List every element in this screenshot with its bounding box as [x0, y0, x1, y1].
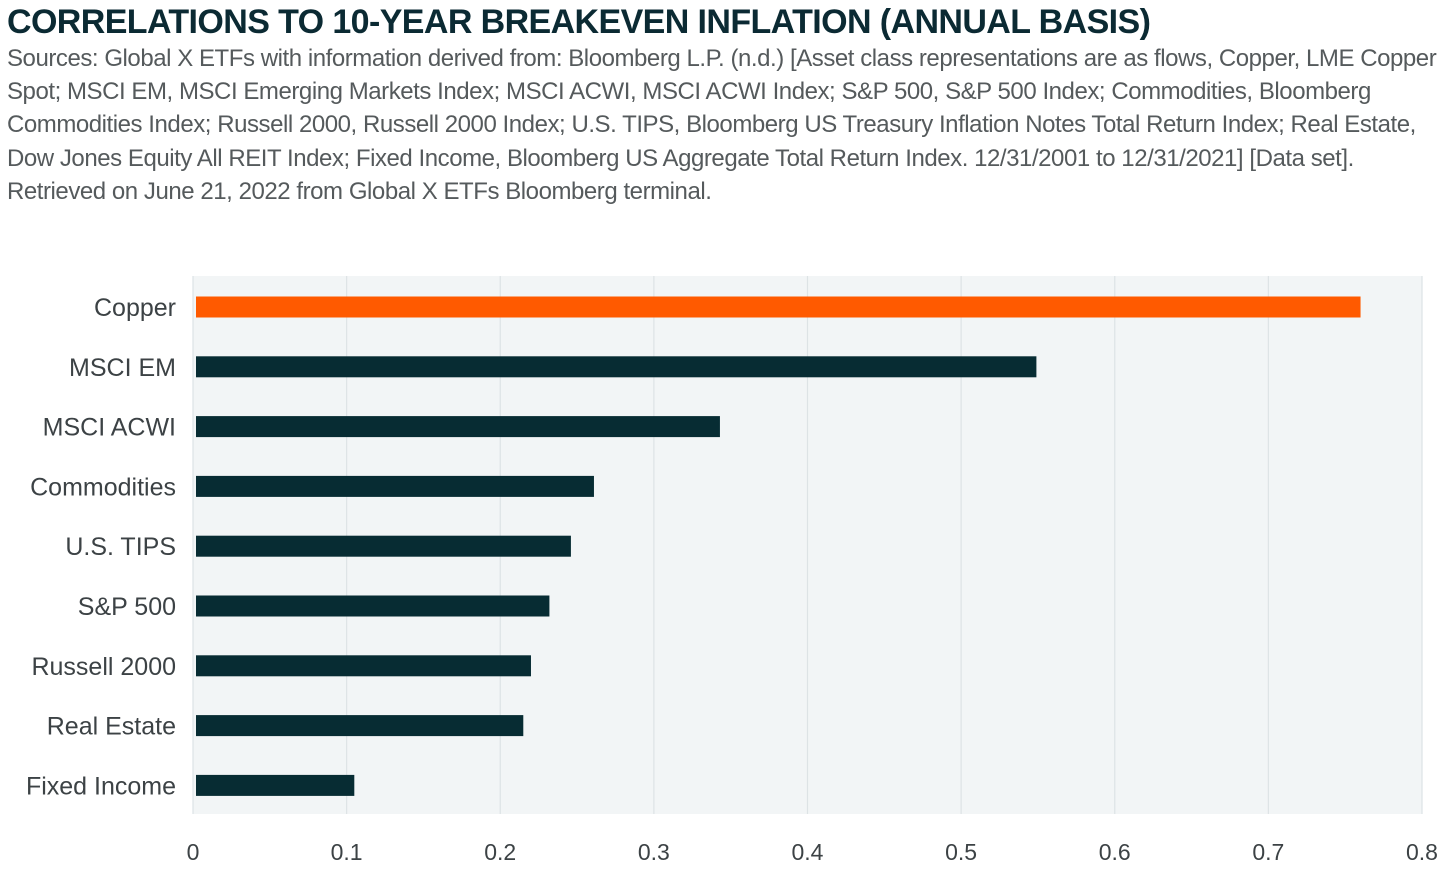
sources-note: Sources: Global X ETFs with information … [7, 45, 1437, 205]
category-label: MSCI EM [69, 354, 176, 382]
x-tick-label: 0.6 [1099, 839, 1131, 865]
category-label: U.S. TIPS [65, 533, 176, 561]
bar-u-s-tips [196, 535, 571, 557]
category-label: Copper [94, 294, 176, 322]
category-label: Commodities [30, 473, 176, 501]
bar-chart: 0 0.1 0.2 0.3 0.4 0.5 0.6 0.7 0.8 Copper MSCI EM MS… [0, 270, 1456, 872]
bar-s-p-500 [196, 595, 550, 617]
x-tick-label: 0.1 [331, 839, 363, 865]
category-label: S&P 500 [78, 593, 176, 621]
category-label: Fixed Income [26, 772, 176, 800]
bar-commodities [196, 475, 594, 497]
category-label: Russell 2000 [31, 653, 176, 681]
chart-title: CORRELATIONS TO 10-YEAR BREAKEVEN INFLAT… [7, 3, 1151, 41]
bar-russell-2000 [196, 655, 531, 677]
bar-chart-svg: 0 0.1 0.2 0.3 0.4 0.5 0.6 0.7 0.8 Copper MSCI EM MS… [26, 276, 1438, 865]
bar-msci-acwi [196, 416, 720, 438]
bar-msci-em [196, 356, 1037, 378]
x-tick-label: 0.7 [1252, 839, 1284, 865]
x-tick-label: 0.3 [638, 839, 670, 865]
category-label: MSCI ACWI [43, 414, 176, 442]
category-label: Real Estate [47, 713, 176, 741]
x-tick-label: 0 [187, 839, 200, 865]
x-tick-label: 0.4 [792, 839, 824, 865]
x-tick-label: 0.2 [484, 839, 516, 865]
bar-fixed-income [196, 774, 355, 796]
x-tick-label: 0.5 [945, 839, 977, 865]
bar-real-estate [196, 715, 524, 737]
bar-copper [196, 296, 1361, 318]
x-tick-label: 0.8 [1406, 839, 1438, 865]
